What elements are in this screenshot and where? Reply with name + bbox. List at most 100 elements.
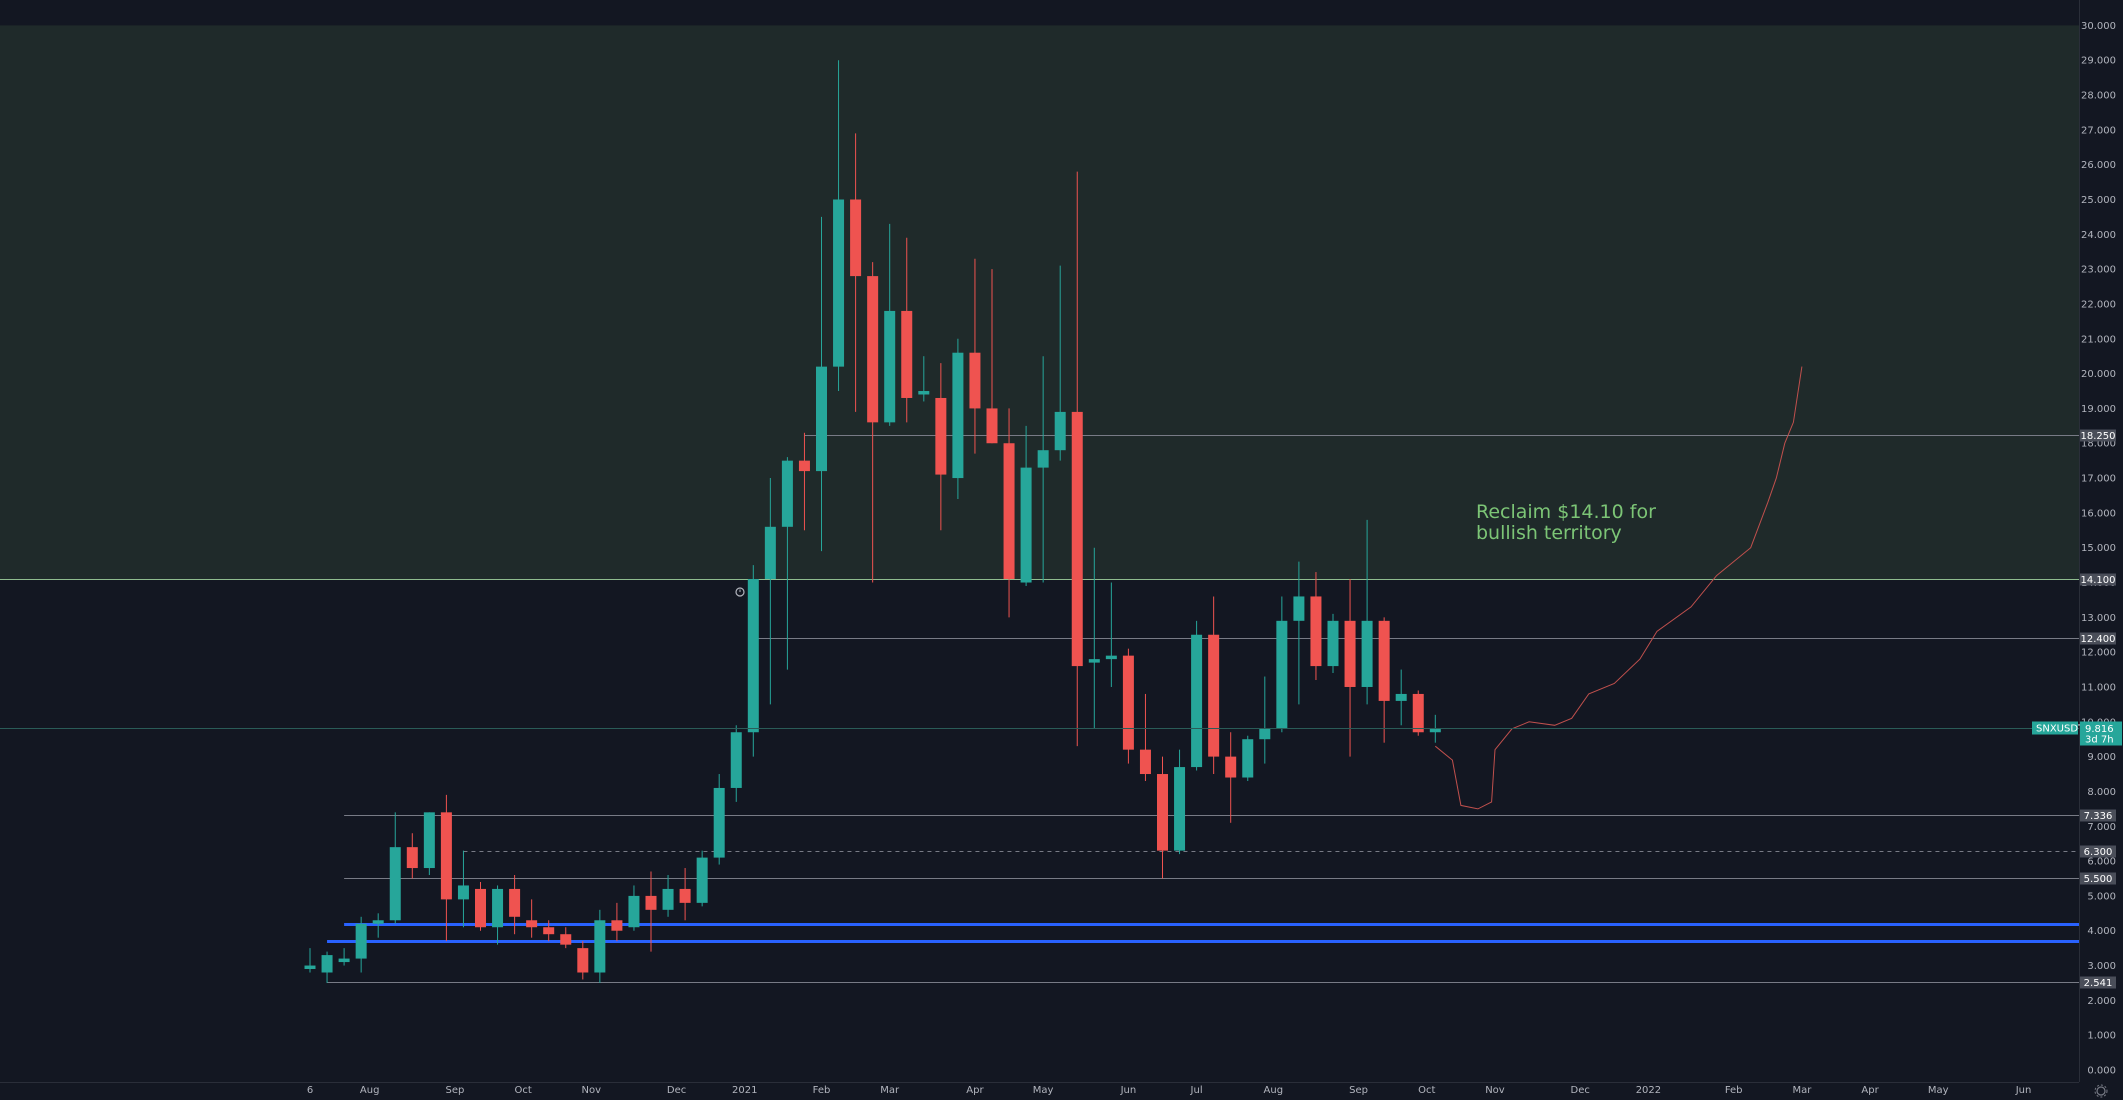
alarm-clock-icon <box>735 587 745 597</box>
current-price-badge-background <box>2080 721 2122 746</box>
candle-body-38 <box>952 352 964 479</box>
settings-gear-icon-dots <box>2094 1084 2108 1098</box>
time-tick-10: May <box>1033 1085 1054 1096</box>
candle-body-16 <box>577 948 589 973</box>
candle-body-22 <box>679 888 691 903</box>
level-badge-3 <box>2080 809 2116 822</box>
annotation-line-2: bullish territory <box>1476 522 1622 544</box>
candle-body-30 <box>816 366 827 472</box>
candle-body-46 <box>1088 659 1100 663</box>
candle-body-58 <box>1293 596 1305 621</box>
price-tick-2: 2.000 <box>2087 996 2116 1007</box>
time-tick-14: Sep <box>1349 1085 1368 1096</box>
price-tick-30: 30.000 <box>2081 21 2116 32</box>
time-tick-21: Apr <box>1861 1085 1879 1096</box>
time-tick-23: Jun <box>2015 1085 2032 1096</box>
candle-body-19 <box>628 895 640 928</box>
price-tick-25: 25.000 <box>2081 195 2116 206</box>
time-tick-16: Nov <box>1485 1085 1505 1096</box>
candle-body-28 <box>781 460 793 527</box>
candle-body-36 <box>918 391 930 395</box>
candle-body-18 <box>611 920 623 931</box>
price-tick-27: 27.000 <box>2081 125 2116 136</box>
candle-body-59 <box>1310 596 1322 667</box>
candle-body-48 <box>1122 655 1134 750</box>
candle-body-41 <box>1003 443 1015 580</box>
level-badge-4 <box>2080 845 2116 858</box>
time-tick-11: Jun <box>1120 1085 1137 1096</box>
candle-body-6 <box>406 847 418 869</box>
candle-body-24 <box>713 787 725 858</box>
candle-body-20 <box>645 895 657 910</box>
candle-body-32 <box>850 199 862 277</box>
candle-body-52 <box>1191 634 1203 768</box>
price-scale-ticks[interactable]: 0.000 1.000 2.000 3.000 4.000 5.000 6.000 7.000… <box>2081 21 2116 1077</box>
candle-body-23 <box>696 857 708 903</box>
symbol-tag-background <box>2032 721 2078 735</box>
current-price-value: 9.816 <box>2085 724 2114 735</box>
time-tick-12: Jul <box>1190 1085 1203 1096</box>
candle-body-62 <box>1361 620 1373 687</box>
price-tick-21: 21.000 <box>2081 334 2116 345</box>
time-tick-8: Mar <box>880 1085 900 1096</box>
time-tick-9: Apr <box>966 1085 984 1096</box>
candle-body-4 <box>372 920 384 924</box>
time-tick-2: Sep <box>445 1085 464 1096</box>
candle-body-3 <box>355 923 367 959</box>
current-price-badge: 9.816 3d 7h <box>2080 721 2122 746</box>
time-tick-3: Oct <box>514 1085 531 1096</box>
candle-body-26 <box>747 579 759 733</box>
level-badge-0 <box>2080 429 2116 442</box>
settings-gear-icon[interactable] <box>2094 1084 2108 1098</box>
price-tick-23: 23.000 <box>2081 265 2116 276</box>
candle-body-5 <box>389 847 401 921</box>
candle-body-9 <box>457 885 469 900</box>
level-badge-1 <box>2080 573 2116 586</box>
candle-body-53 <box>1208 634 1220 757</box>
time-tick-1: Aug <box>360 1085 380 1096</box>
candle-body-27 <box>764 526 776 580</box>
price-tick-3: 3.000 <box>2087 961 2116 972</box>
time-tick-17: Dec <box>1571 1085 1590 1096</box>
level-badge-8 <box>2080 976 2116 989</box>
time-scale-ticks[interactable]: 6 Aug Sep Oct Nov Dec 2021 Feb Mar Apr May Jun Jul Au… <box>307 1085 2032 1096</box>
price-tick-5: 5.000 <box>2087 891 2116 902</box>
annotation-line-1: Reclaim $14.10 for <box>1476 501 1656 523</box>
candle-body-37 <box>935 397 947 475</box>
price-tick-6: 6.000 <box>2087 857 2116 868</box>
price-tick-1: 1.000 <box>2087 1031 2116 1042</box>
time-tick-18: 2022 <box>1636 1085 1661 1096</box>
candle-body-57 <box>1276 620 1288 729</box>
candle-body-0 <box>304 965 316 970</box>
candle-body-11 <box>492 888 504 928</box>
candle-body-55 <box>1242 739 1254 778</box>
settings-gear-icon-ring <box>2096 1086 2106 1096</box>
candle-body-51 <box>1174 767 1186 851</box>
candle-body-47 <box>1105 655 1117 660</box>
candle-body-10 <box>475 888 486 928</box>
price-tick-29: 29.000 <box>2081 56 2116 67</box>
candle-body-15 <box>560 934 572 945</box>
price-tick-19: 19.000 <box>2081 404 2116 415</box>
price-tick-22: 22.000 <box>2081 299 2116 310</box>
time-tick-13: Aug <box>1264 1085 1284 1096</box>
price-tick-13: 13.000 <box>2081 613 2116 624</box>
symbol-tag: SNXUSDT <box>2032 721 2085 735</box>
current-price-countdown: 3d 7h <box>2085 735 2114 746</box>
time-tick-5: Dec <box>667 1085 686 1096</box>
price-tick-7: 7.000 <box>2087 822 2116 833</box>
price-scale-panel <box>2079 0 2123 1082</box>
candle-body-25 <box>730 732 742 788</box>
bullish-zone <box>0 25 2079 580</box>
projection-path <box>1434 366 1803 810</box>
alarm-clock-icon-face <box>735 587 745 597</box>
candle-body-2 <box>338 958 350 963</box>
price-tick-28: 28.000 <box>2081 91 2116 102</box>
price-tick-26: 26.000 <box>2081 160 2116 171</box>
price-scale-badges: 18.250 14.100 12.400 7.336 6.300 5.500 2.541 <box>2080 429 2116 989</box>
time-tick-4: Nov <box>582 1085 602 1096</box>
candle-body-50 <box>1157 774 1168 851</box>
price-tick-17: 17.000 <box>2081 474 2116 485</box>
candle-body-33 <box>867 276 879 423</box>
